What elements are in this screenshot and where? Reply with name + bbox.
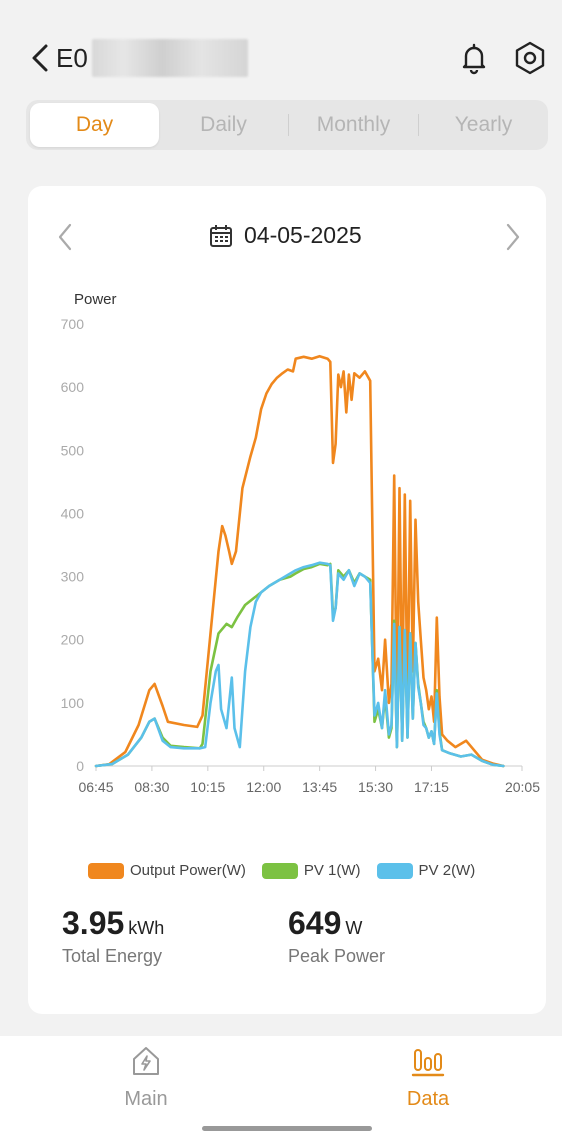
legend-swatch-pv2 — [376, 862, 413, 879]
nav-main-label: Main — [124, 1088, 168, 1110]
redacted-name — [91, 39, 248, 77]
y-tick-label: 200 — [61, 632, 85, 648]
x-tick-label: 20:05 — [505, 779, 540, 795]
bottom-nav: Main Data — [0, 1036, 562, 1136]
settings-hex-icon[interactable] — [512, 40, 548, 76]
date-picker[interactable]: 04-05-2025 — [208, 222, 362, 249]
y-axis-label: Power — [74, 291, 117, 308]
y-tick-label: 600 — [61, 379, 85, 395]
x-tick-label: 17:15 — [414, 779, 449, 795]
x-tick-label: 15:30 — [358, 779, 393, 795]
legend-label-pv1: PV 1(W) — [303, 862, 361, 879]
date-label: 04-05-2025 — [244, 222, 362, 248]
legend-label-pv2: PV 2(W) — [418, 862, 476, 879]
y-tick-label: 300 — [61, 569, 85, 585]
legend-item-pv2[interactable]: PV 2(W) — [376, 862, 476, 879]
chart-legend: Output Power(W) PV 1(W) PV 2(W) — [88, 862, 491, 879]
prev-date-button[interactable] — [54, 220, 78, 254]
nav-data-label: Data — [406, 1088, 450, 1110]
legend-item-output[interactable]: Output Power(W) — [88, 862, 246, 879]
y-tick-label: 100 — [61, 695, 85, 711]
bell-icon[interactable] — [456, 40, 492, 76]
x-tick-label: 12:00 — [246, 779, 281, 795]
y-tick-label: 700 — [61, 316, 85, 332]
total-energy-label: Total Energy — [62, 946, 163, 966]
tab-daily[interactable]: Daily — [200, 113, 247, 136]
bar-chart-icon — [411, 1049, 445, 1077]
tab-divider — [288, 114, 289, 136]
peak-power-unit: W — [345, 918, 363, 938]
total-energy-unit: kWh — [128, 918, 165, 938]
x-tick-label: 10:15 — [190, 779, 225, 795]
legend-swatch-pv1 — [261, 862, 298, 879]
date-navigator: 04-05-2025 — [28, 212, 546, 262]
peak-power-stat: 649 W Peak Power — [288, 905, 385, 967]
x-tick-label: 13:45 — [302, 779, 337, 795]
x-tick-label: 06:45 — [78, 779, 113, 795]
peak-power-label: Peak Power — [288, 946, 386, 966]
power-chart: Power 0 100 200 300 400 500 600 700 06:45 08:30 10:… — [61, 291, 541, 795]
tab-divider — [418, 114, 419, 136]
tab-monthly[interactable]: Monthly — [316, 113, 391, 136]
legend-label-output: Output Power(W) — [130, 862, 246, 879]
home-indicator — [202, 1126, 372, 1131]
legend-item-pv1[interactable]: PV 1(W) — [261, 862, 361, 879]
nav-data[interactable]: Data — [358, 1044, 498, 1111]
nav-main[interactable]: Main — [76, 1044, 216, 1111]
y-tick-label: 0 — [76, 758, 84, 774]
total-energy-value: 3.95 — [62, 905, 125, 941]
series-line-output-power — [94, 354, 505, 768]
chevron-left-icon — [32, 44, 48, 72]
tab-yearly[interactable]: Yearly — [454, 113, 513, 136]
tab-day[interactable]: Day — [30, 103, 159, 147]
legend-swatch-output — [88, 862, 124, 879]
total-energy-stat: 3.95 kWh Total Energy — [62, 905, 164, 967]
back-button[interactable]: E0 — [28, 38, 248, 78]
x-tick-label: 08:30 — [134, 779, 169, 795]
y-tick-label: 400 — [61, 505, 85, 521]
calendar-icon — [210, 224, 232, 247]
home-icon — [133, 1047, 159, 1075]
y-tick-label: 500 — [61, 442, 85, 458]
series-line-pv2 — [94, 561, 505, 768]
period-tabs: Day Daily Monthly Yearly — [26, 100, 548, 150]
header: E0 — [0, 0, 562, 100]
peak-power-value: 649 — [288, 905, 342, 941]
page-title: E0 — [56, 42, 88, 73]
next-date-button[interactable] — [500, 220, 524, 254]
